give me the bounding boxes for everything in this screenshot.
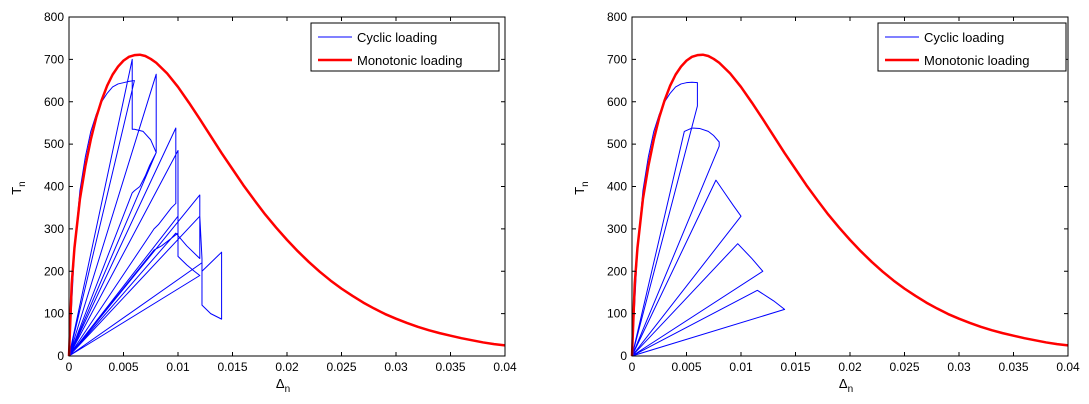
left-y-axis-label-sub: n <box>17 181 28 187</box>
right-y-tick-label: 0 <box>620 349 627 363</box>
right-x-tick-label: 0 <box>629 360 636 374</box>
right-legend-monotonic-label: Monotonic loading <box>924 53 1030 68</box>
right-x-tick-label: 0.005 <box>671 360 701 374</box>
right-y-tick-label: 800 <box>607 10 627 24</box>
left-chart: 0 0.005 0.01 0.015 0.02 0.025 0.03 0.035 0.04 0 10… <box>9 10 517 395</box>
left-y-tick-label: 100 <box>44 307 64 321</box>
right-y-axis-label: Tn <box>572 181 591 195</box>
left-y-axis-label-main: T <box>9 187 24 195</box>
left-x-axis-label: Δn <box>276 376 290 395</box>
left-legend-monotonic-label: Monotonic loading <box>357 53 463 68</box>
left-y-axis-label: Tn <box>9 181 28 195</box>
left-y-tick-label: 800 <box>44 10 64 24</box>
right-y-tick-label: 400 <box>607 180 627 194</box>
right-x-tick-label: 0.04 <box>1056 360 1080 374</box>
left-ticks: 0 0.005 0.01 0.015 0.02 0.025 0.03 0.035 0.04 0 10… <box>44 10 517 374</box>
right-x-axis-label-main: Δ <box>839 376 848 391</box>
left-x-tick-label: 0.035 <box>435 360 465 374</box>
left-legend-cyclic-label: Cyclic loading <box>357 30 437 45</box>
right-x-tick-label: 0.015 <box>780 360 810 374</box>
left-y-tick-label: 500 <box>44 137 64 151</box>
right-x-tick-label: 0.025 <box>889 360 919 374</box>
right-x-axis-label: Δn <box>839 376 853 395</box>
left-x-tick-label: 0.04 <box>493 360 517 374</box>
right-x-tick-label: 0.03 <box>947 360 971 374</box>
right-ticks: 0 0.005 0.01 0.015 0.02 0.025 0.03 0.035 0.04 0 10… <box>607 10 1080 374</box>
left-x-axis-label-sub: n <box>285 384 291 395</box>
right-x-tick-label: 0.035 <box>998 360 1028 374</box>
right-plot-content <box>630 53 1069 357</box>
left-x-axis-label-main: Δ <box>276 376 285 391</box>
right-series-cyclic-line <box>631 81 786 357</box>
left-x-tick-label: 0.025 <box>326 360 356 374</box>
right-y-tick-label: 100 <box>607 307 627 321</box>
right-x-tick-label: 0.01 <box>729 360 753 374</box>
left-y-tick-label: 200 <box>44 264 64 278</box>
right-series-monotonic-line <box>630 53 1069 357</box>
right-y-tick-label: 500 <box>607 137 627 151</box>
left-x-tick-label: 0.015 <box>217 360 247 374</box>
right-y-tick-label: 300 <box>607 222 627 236</box>
right-y-axis-label-sub: n <box>580 181 591 187</box>
left-series-cyclic-line <box>68 58 223 357</box>
right-y-tick-label: 600 <box>607 95 627 109</box>
right-legend: Cyclic loading Monotonic loading <box>877 22 1067 72</box>
left-x-tick-label: 0.03 <box>384 360 408 374</box>
left-plot-content <box>67 53 506 357</box>
right-legend-box <box>877 22 1067 72</box>
left-legend-box <box>310 22 500 72</box>
left-y-tick-label: 700 <box>44 52 64 66</box>
left-x-tick-label: 0.02 <box>275 360 299 374</box>
left-x-tick-label: 0.005 <box>108 360 138 374</box>
left-legend: Cyclic loading Monotonic loading <box>310 22 500 72</box>
right-chart: 0 0.005 0.01 0.015 0.02 0.025 0.03 0.035 0.04 0 10… <box>572 10 1080 395</box>
right-y-axis-label-main: T <box>572 187 587 195</box>
left-y-tick-label: 600 <box>44 95 64 109</box>
left-x-tick-label: 0.01 <box>166 360 190 374</box>
right-y-tick-label: 700 <box>607 52 627 66</box>
left-plot-frame <box>68 16 506 357</box>
left-series-monotonic-line <box>67 53 506 357</box>
right-legend-cyclic-label: Cyclic loading <box>924 30 1004 45</box>
left-y-tick-label: 0 <box>57 349 64 363</box>
left-y-tick-label: 400 <box>44 180 64 194</box>
right-x-tick-label: 0.02 <box>838 360 862 374</box>
right-x-axis-label-sub: n <box>848 384 854 395</box>
right-plot-frame <box>631 16 1069 357</box>
left-x-tick-label: 0 <box>66 360 73 374</box>
left-y-tick-label: 300 <box>44 222 64 236</box>
right-y-tick-label: 200 <box>607 264 627 278</box>
